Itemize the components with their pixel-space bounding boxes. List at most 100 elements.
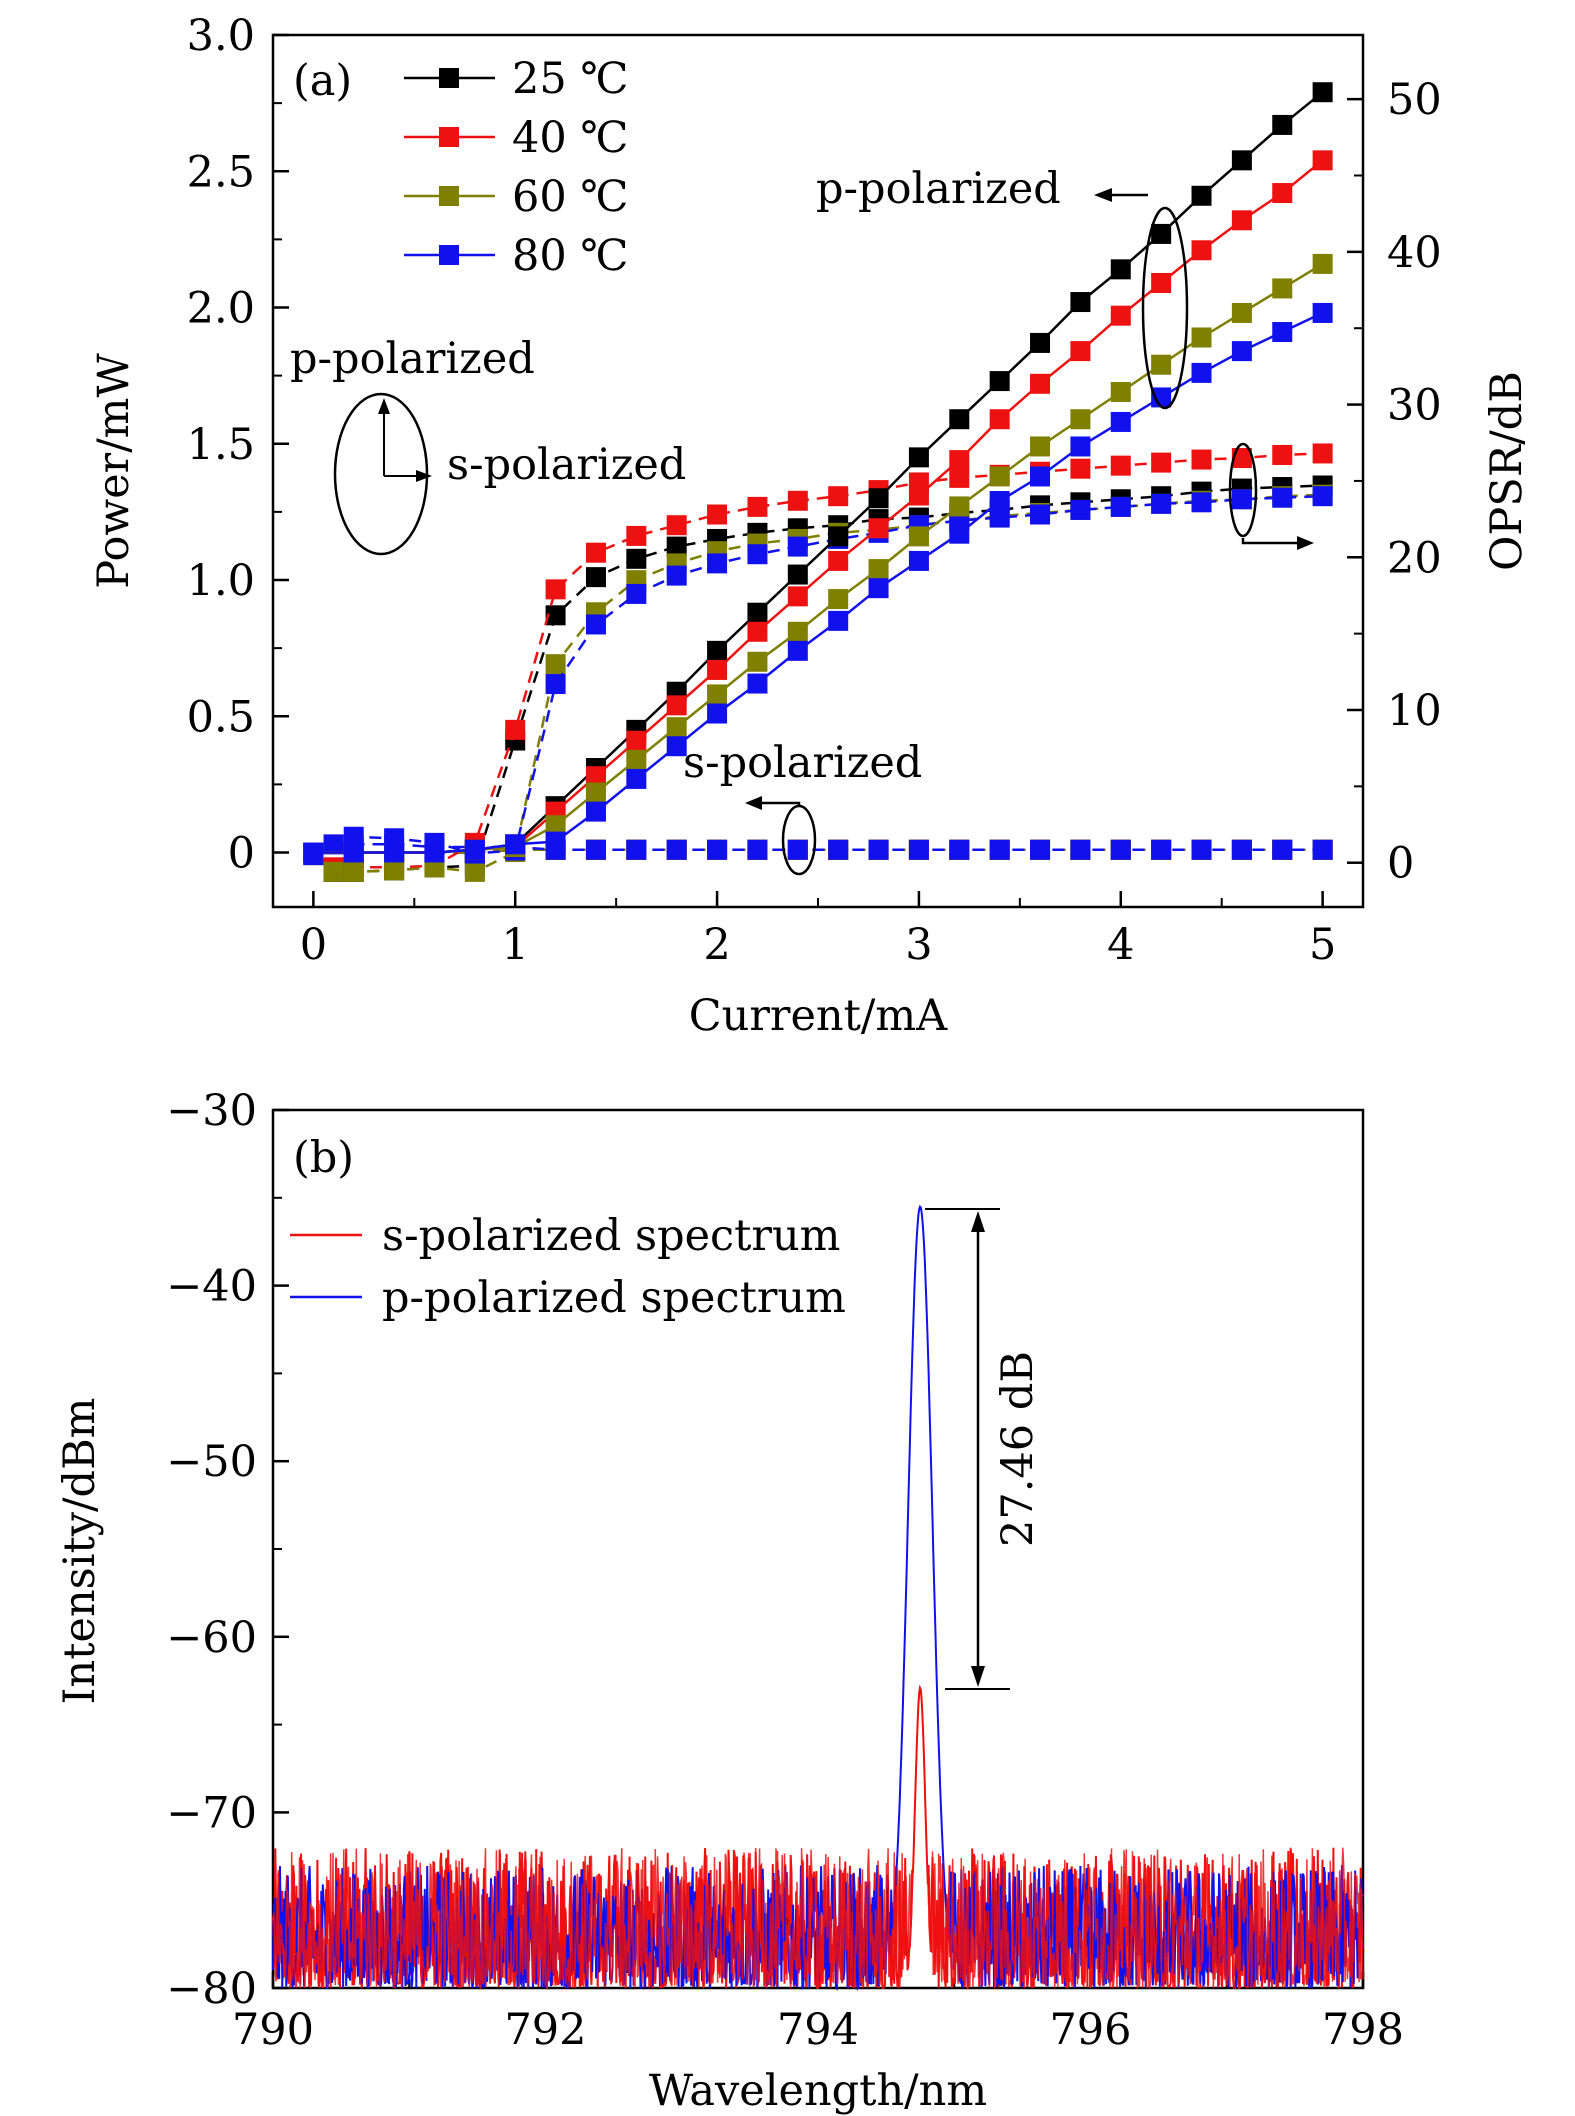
y-tick-label-left: 0.5 — [187, 692, 255, 742]
p-power-series-marker — [666, 717, 687, 738]
panel-a-polarization-ellipse — [333, 392, 429, 556]
s-power-series-marker — [1030, 839, 1051, 860]
p-power-series-marker — [868, 559, 889, 580]
p-power-series-marker — [1272, 278, 1293, 299]
y-tick-label-left: 2.0 — [187, 284, 255, 334]
opsr-series-marker — [747, 496, 768, 517]
y-tick-label: −40 — [166, 1262, 257, 1312]
x-tick-label: 3 — [905, 920, 932, 970]
p-power-series-marker — [545, 815, 566, 836]
opsr-series-marker — [343, 826, 364, 847]
opsr-series-marker — [1312, 443, 1333, 464]
legend-marker — [439, 68, 459, 88]
panel-b-x-axis-title: Wavelength/nm — [649, 2066, 987, 2116]
opsr-series-line — [312, 493, 1323, 874]
p-power-series-marker — [1070, 436, 1091, 457]
s-power-series-marker — [1191, 839, 1212, 860]
opsr-series-marker — [666, 536, 687, 557]
opsr-series-marker — [1070, 499, 1091, 520]
y-tick-label: −60 — [166, 1613, 257, 1663]
p-power-series-marker — [868, 488, 889, 509]
s-power-series-marker — [666, 839, 687, 860]
x-tick-label: 790 — [232, 2005, 314, 2055]
panel-b-annotation-db: 27.46 dB — [993, 1351, 1043, 1547]
p-power-series-marker — [868, 578, 889, 599]
s-power-series-marker — [908, 839, 929, 860]
panel-a-arrowhead-s — [745, 796, 762, 810]
opsr-series-marker — [1231, 489, 1252, 510]
x-tick-label: 796 — [1049, 2005, 1131, 2055]
panel-a-ellipse-p — [1141, 206, 1189, 410]
opsr-series-marker — [626, 583, 647, 604]
y-tick-label: −30 — [166, 1086, 257, 1136]
y-tick-label-left: 1.0 — [187, 556, 255, 606]
opsr-series-marker — [707, 553, 728, 574]
s-power-series-marker — [1070, 839, 1091, 860]
p-power-series-marker — [1312, 302, 1333, 323]
p-power-series-marker — [1110, 259, 1131, 280]
opsr-series-marker — [787, 536, 808, 557]
panel-a-arrowhead-opsr — [1297, 536, 1314, 550]
opsr-series-marker — [545, 654, 566, 675]
p-power-series-marker — [464, 839, 485, 860]
s-polarized-spectrum-overlay — [272, 1685, 1364, 1991]
panel-b-chart: 790 792 794 796 798 −30 −40 −50 −60 −70 −80 (b) s-… — [55, 1086, 1404, 2116]
p-power-series-marker — [585, 801, 606, 822]
opsr-series-marker — [666, 515, 687, 536]
y-tick-label-right: 20 — [1387, 533, 1442, 583]
p-power-series-marker — [626, 768, 647, 789]
y-tick-label-right: 10 — [1387, 686, 1442, 736]
x-tick-label: 5 — [1309, 920, 1336, 970]
p-power-series-marker — [1231, 210, 1252, 231]
opsr-series-marker — [323, 834, 344, 855]
y-tick-label-right: 40 — [1387, 228, 1442, 278]
x-tick-label: 792 — [504, 2005, 586, 2055]
opsr-series-marker — [1110, 455, 1131, 476]
y-tick-label: −70 — [166, 1788, 257, 1838]
p-power-series-marker — [868, 518, 889, 539]
p-power-series-marker — [747, 621, 768, 642]
legend-marker — [439, 186, 459, 206]
p-power-series-marker — [1151, 387, 1172, 408]
s-power-series-marker — [626, 839, 647, 860]
opsr-series-marker — [1151, 452, 1172, 473]
p-power-series-marker — [424, 842, 445, 863]
p-power-series-marker — [1070, 341, 1091, 362]
x-tick-label: 794 — [777, 2005, 859, 2055]
p-power-series-marker — [949, 496, 970, 517]
y-tick-label-right: 50 — [1387, 75, 1442, 125]
opsr-series-marker — [464, 861, 485, 882]
p-power-series-marker — [747, 602, 768, 623]
opsr-series-marker — [747, 544, 768, 565]
p-power-series-marker — [1191, 240, 1212, 261]
legend-label: 60 ℃ — [512, 172, 629, 222]
panel-a-annotation-p-polarized-left: p-polarized — [290, 334, 535, 384]
opsr-series-marker — [585, 542, 606, 563]
opsr-series-marker — [343, 861, 364, 882]
y-tick-label-left: 0 — [228, 829, 255, 879]
opsr-series-marker — [1231, 448, 1252, 469]
panel-a-series — [303, 82, 1333, 882]
panel-b-ticks: 790 792 794 796 798 −30 −40 −50 −60 −70 −80 — [166, 1086, 1404, 2055]
x-tick-label: 2 — [703, 920, 730, 970]
p-power-series-marker — [626, 730, 647, 751]
y-tick-label: −80 — [166, 1964, 257, 2014]
p-power-series-marker — [1151, 223, 1172, 244]
s-power-series-marker — [1312, 839, 1333, 860]
p-power-series-marker — [707, 703, 728, 724]
s-power-series-marker — [1231, 839, 1252, 860]
x-tick-label: 1 — [502, 920, 529, 970]
p-power-series-marker — [1231, 341, 1252, 362]
opsr-series-marker — [787, 490, 808, 511]
p-power-series-marker — [1110, 411, 1131, 432]
p-power-series-marker — [908, 550, 929, 571]
panel-a-arrowhead-p — [1094, 188, 1112, 202]
s-power-series-marker — [1110, 839, 1131, 860]
p-power-series-marker — [707, 659, 728, 680]
p-polarized-spectrum-line — [272, 1204, 1364, 1992]
p-power-series-marker — [828, 610, 849, 631]
panel-a-annotation-s-polarized-left: s-polarized — [447, 440, 686, 490]
opsr-series-marker — [626, 525, 647, 546]
